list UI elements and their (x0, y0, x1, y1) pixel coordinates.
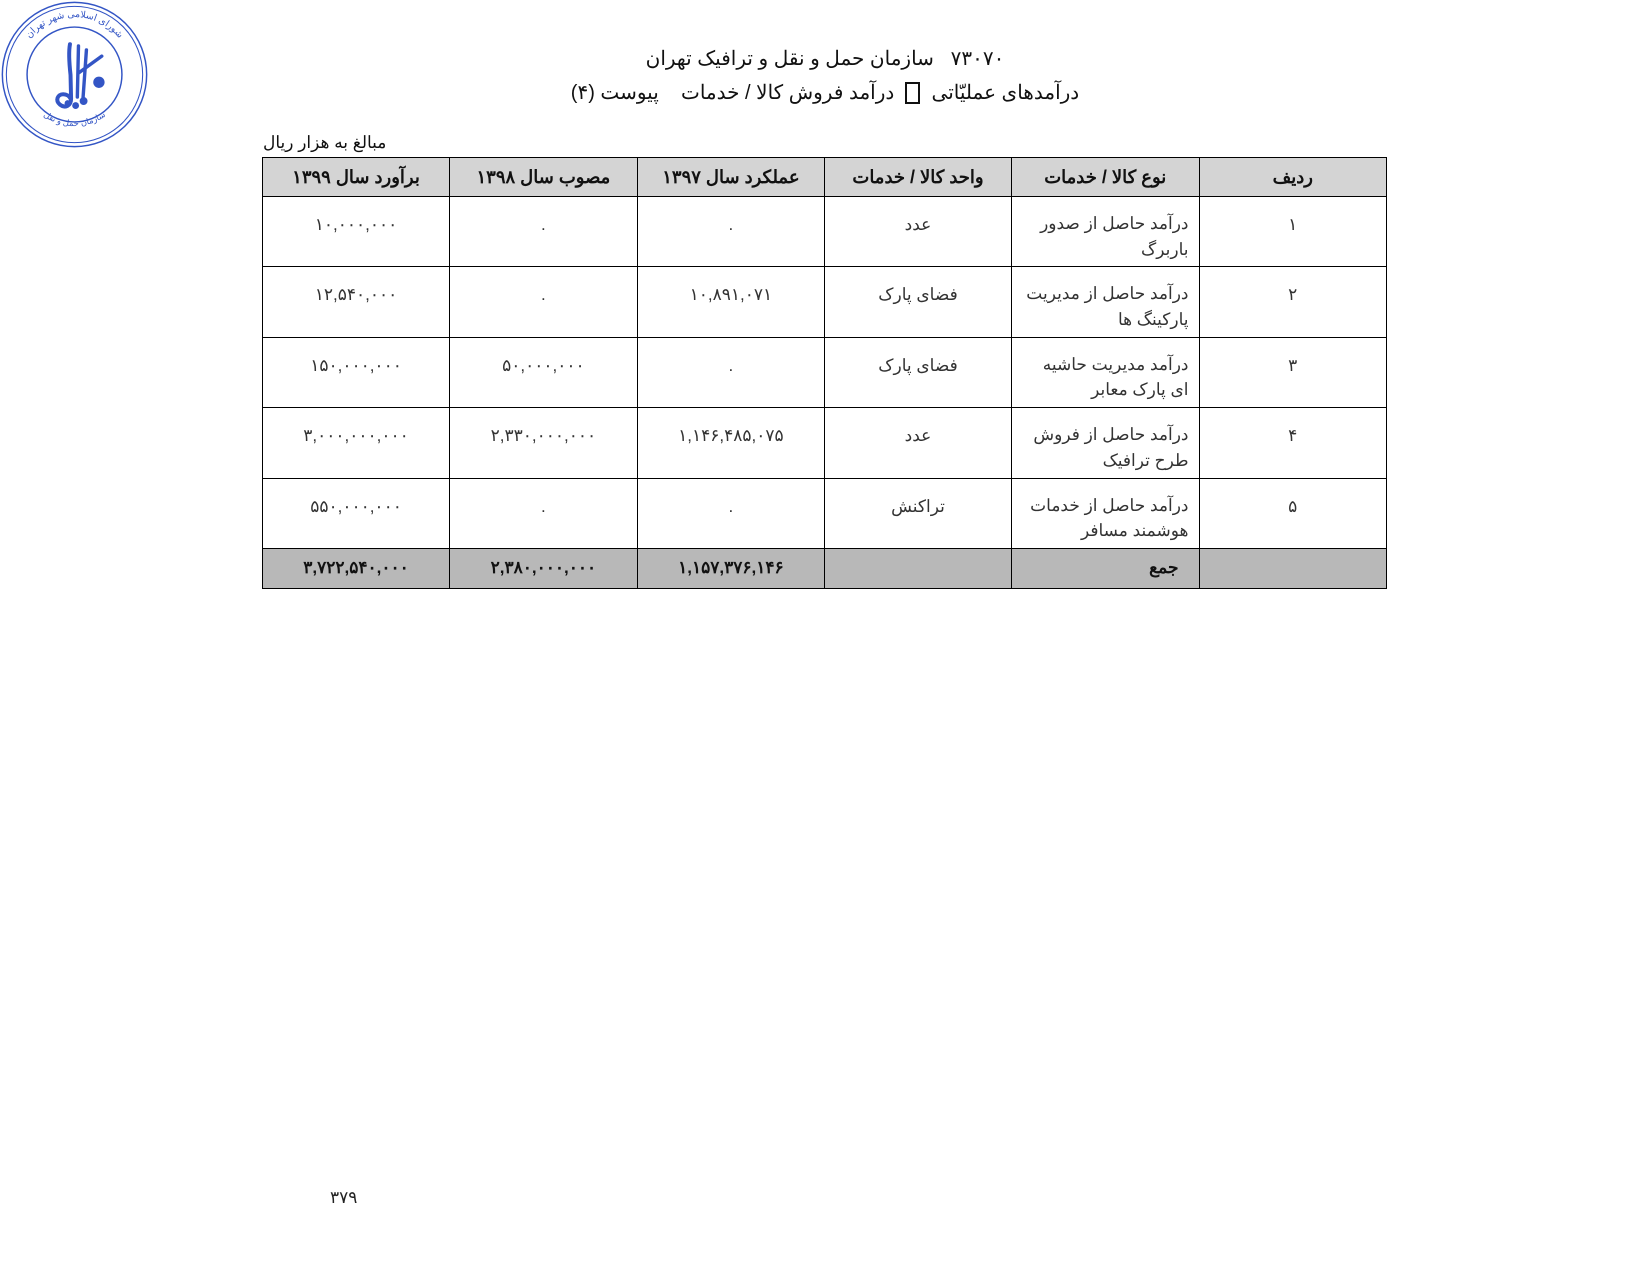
svg-text:سازمان حمل و نقل: سازمان حمل و نقل (42, 109, 107, 128)
svg-text:شورای اسلامی شهر تهران: شورای اسلامی شهر تهران (24, 9, 126, 40)
